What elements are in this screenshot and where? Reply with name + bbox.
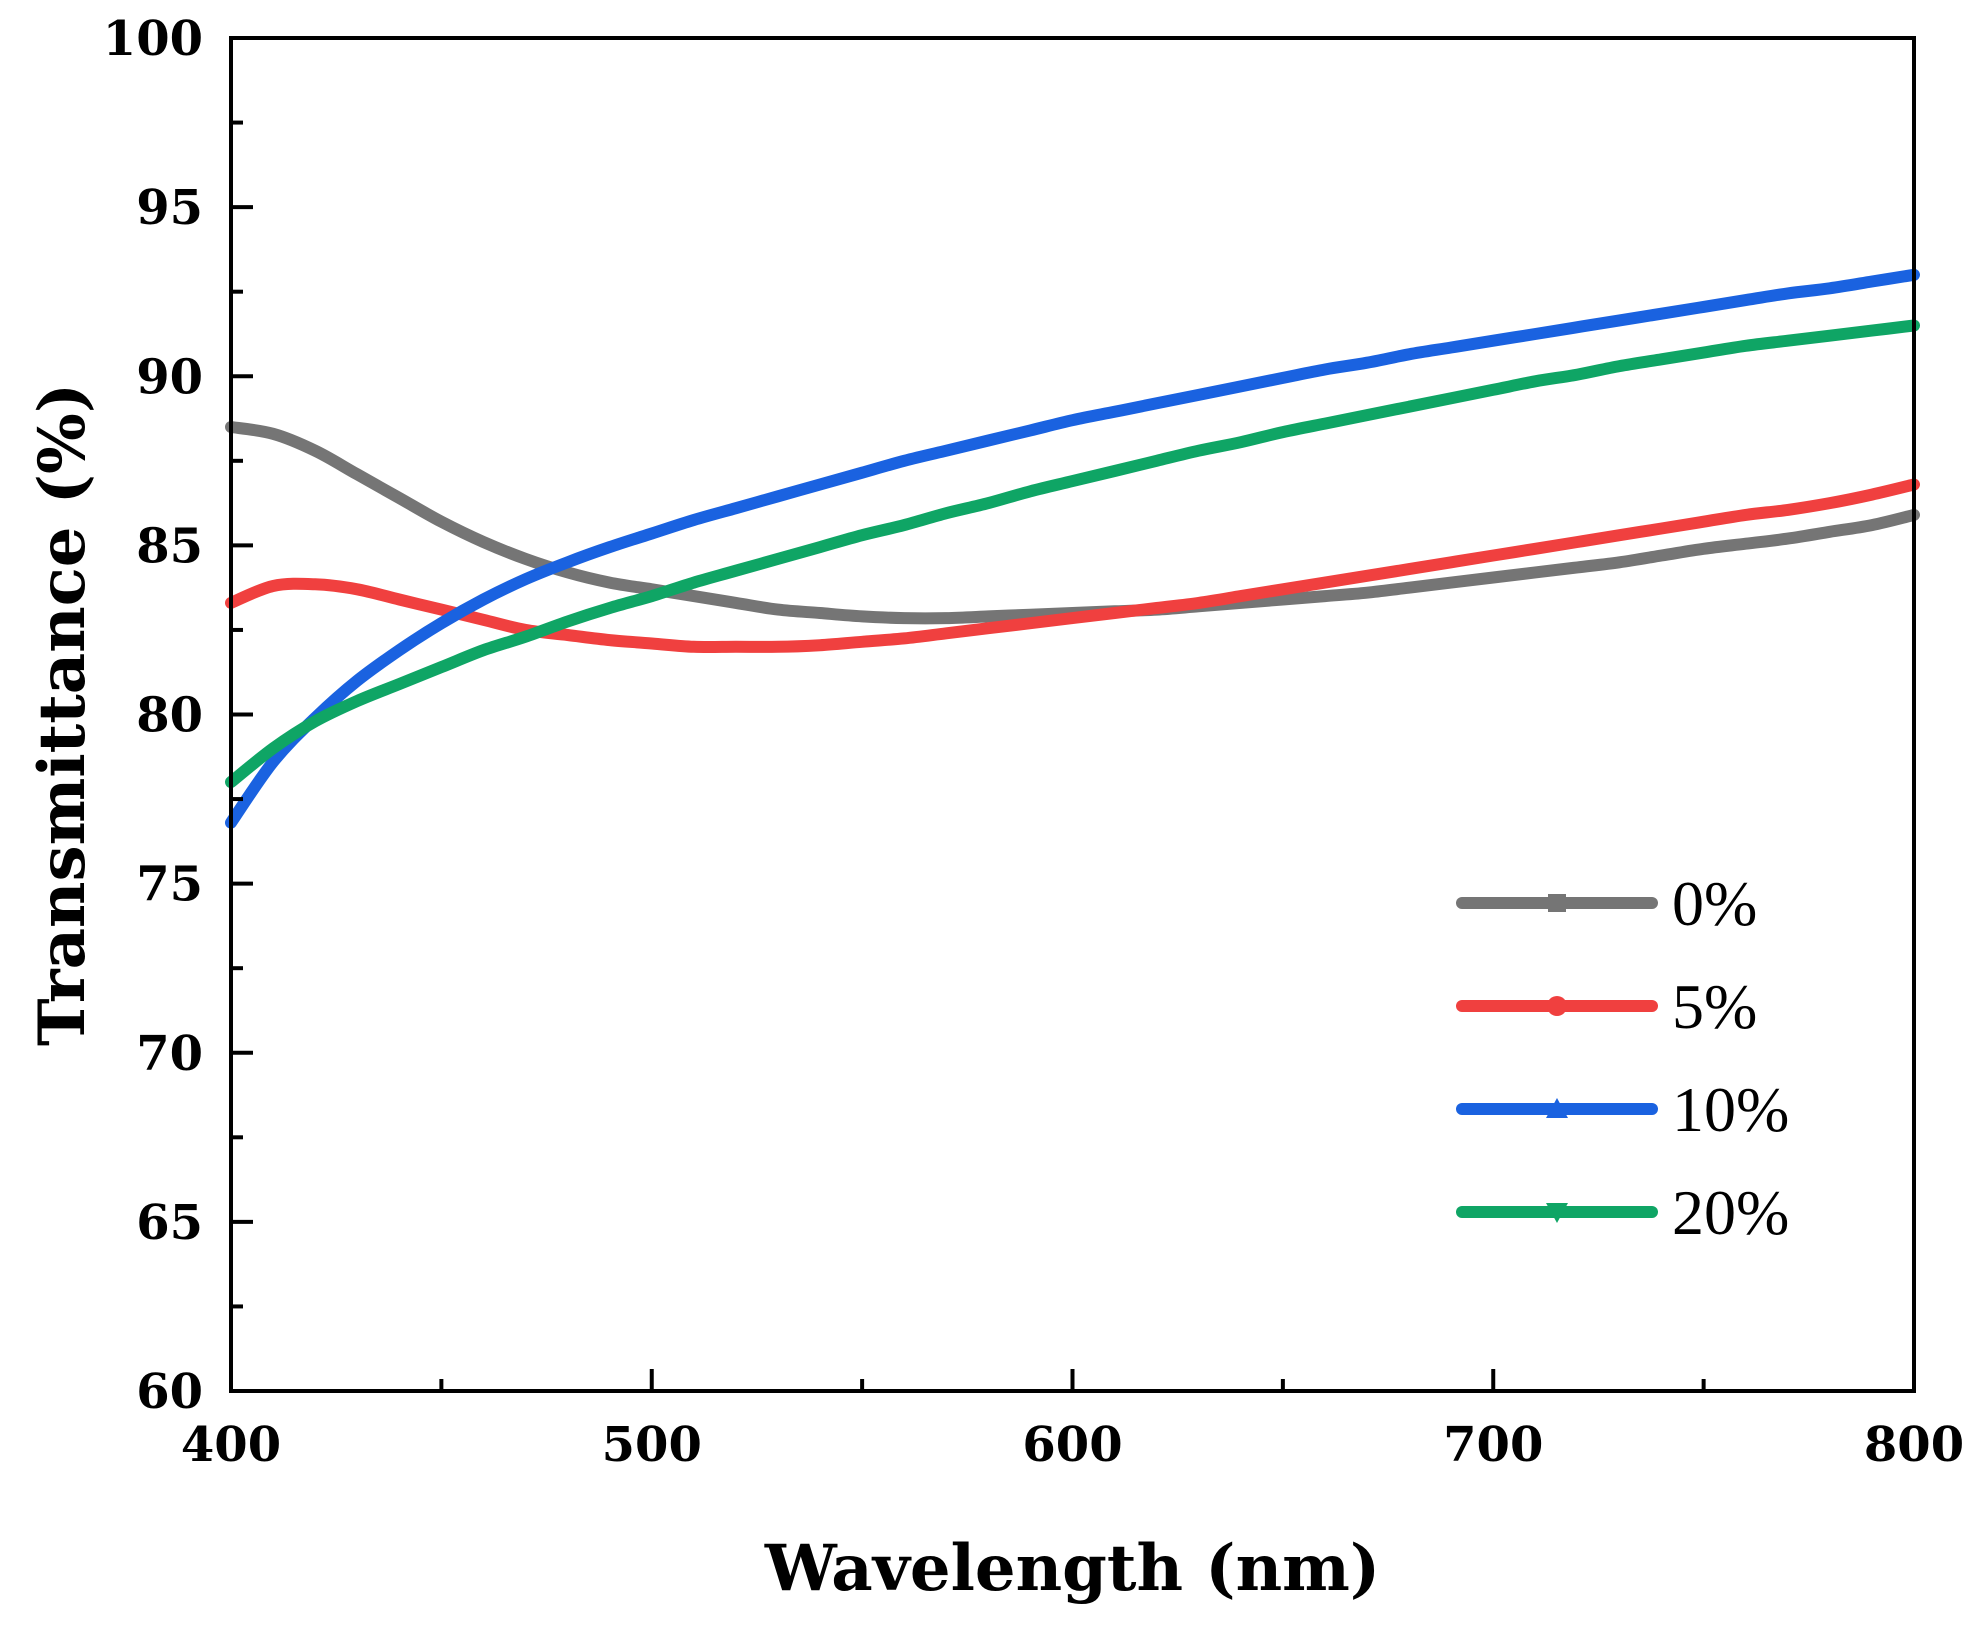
x-tick-label: 700: [1443, 1417, 1543, 1473]
x-tick-label: 800: [1864, 1417, 1964, 1473]
x-axis: 400 500 600 700 800: [181, 1369, 1964, 1473]
series-line-3: [225, 319, 1920, 789]
legend-marker: [1548, 894, 1566, 912]
y-tick-label: 60: [136, 1364, 203, 1420]
x-tick-label: 400: [181, 1417, 281, 1473]
legend-label-0: 0%: [1672, 868, 1757, 939]
y-axis: 60 65 70 75 80 85 90 95 100: [103, 11, 253, 1420]
y-tick-label: 95: [136, 180, 203, 236]
y-tick-label: 65: [136, 1195, 203, 1251]
series-line-1: [225, 478, 1920, 654]
plot-frame: [229, 36, 1916, 1393]
y-tick-label: 80: [136, 688, 203, 744]
legend-marker: [1547, 996, 1567, 1016]
y-tick-label: 70: [136, 1026, 203, 1082]
x-tick-label: 600: [1022, 1417, 1122, 1473]
legend-label-2: 10%: [1672, 1074, 1789, 1145]
x-tick-label: 500: [602, 1417, 702, 1473]
y-axis-title: Transmittance (%): [25, 383, 100, 1046]
x-axis-title: Wavelength (nm): [764, 1531, 1380, 1606]
y-tick-label: 85: [136, 518, 203, 574]
y-tick-label: 75: [136, 857, 203, 913]
series-group: [225, 268, 1920, 829]
y-tick-label: 100: [103, 11, 203, 67]
legend-marker: [1546, 1098, 1568, 1118]
legend-marker: [1546, 1203, 1568, 1223]
series-line-2: [225, 268, 1920, 829]
y-tick-label: 90: [136, 349, 203, 405]
legend-label-3: 20%: [1672, 1177, 1789, 1248]
legend-label-1: 5%: [1672, 971, 1757, 1042]
legend: 0% 5% 10% 20%: [1456, 868, 1789, 1248]
